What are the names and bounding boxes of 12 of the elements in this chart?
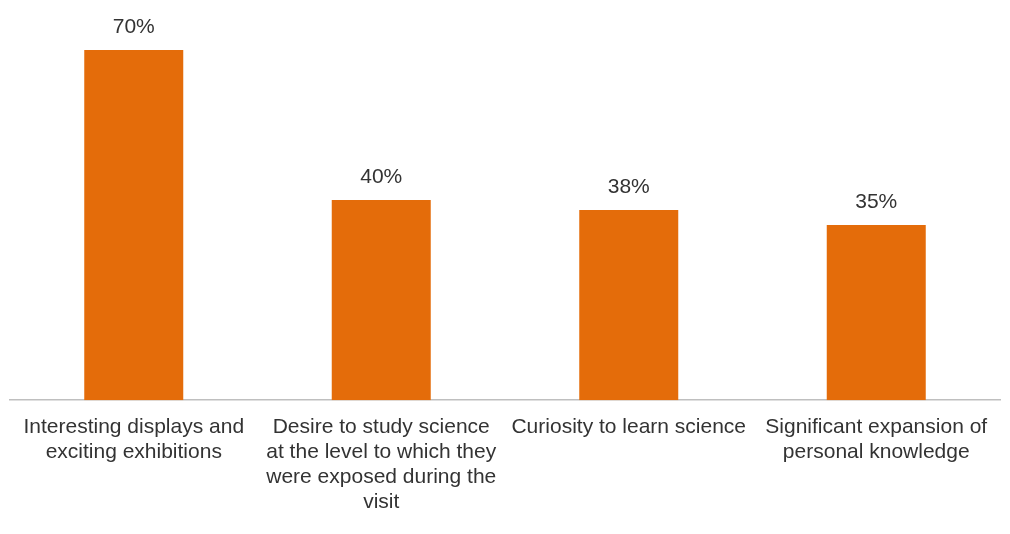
x-tick-label: Interesting displays and exciting exhibitions — [23, 413, 245, 462]
data-label: 38% — [607, 174, 650, 198]
x-tick-label: Significant expansion of personal knowledge — [765, 413, 988, 462]
data-label: 40% — [360, 164, 403, 188]
x-tick-label: Desire to study science at the level to which they were exposed during the visit — [265, 413, 497, 513]
x-tick-label: Curiosity to learn science — [511, 413, 747, 437]
bar — [84, 50, 184, 401]
data-label: 35% — [855, 189, 898, 213]
bar — [579, 210, 679, 401]
data-label: 70% — [112, 14, 155, 38]
bar — [331, 200, 431, 401]
bar — [826, 225, 926, 401]
